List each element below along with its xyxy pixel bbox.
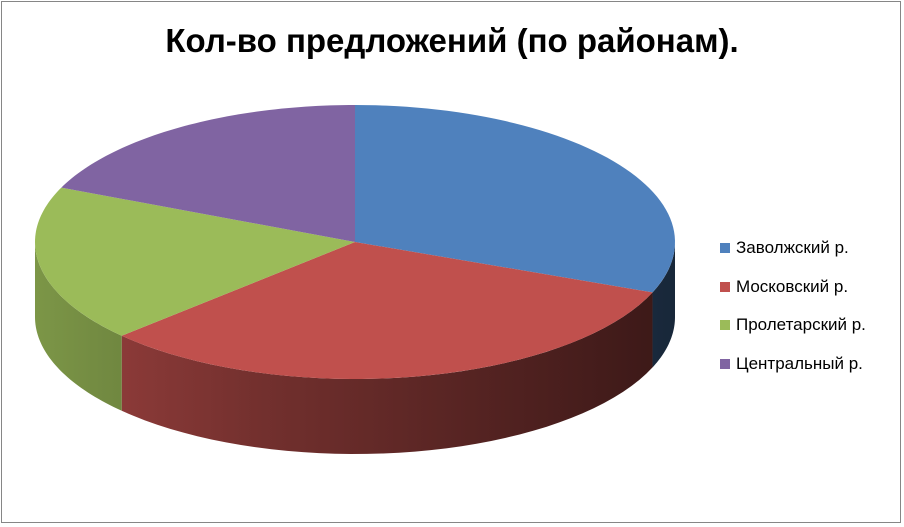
legend-swatch xyxy=(720,243,730,254)
legend-swatch xyxy=(720,358,730,369)
legend-item: Московский р. xyxy=(720,268,866,307)
legend-item: Пролетарский р. xyxy=(720,306,866,345)
slice-side xyxy=(652,242,675,368)
slice-side xyxy=(35,242,122,411)
legend-swatch xyxy=(720,281,730,292)
legend-item: Центральный р. xyxy=(720,345,866,384)
legend: Заволжский р. Московский р. Пролетарский… xyxy=(720,229,866,383)
pie-slice xyxy=(61,105,356,242)
legend-label: Заволжский р. xyxy=(736,238,849,258)
pie-slice xyxy=(35,187,355,336)
legend-swatch xyxy=(720,320,730,331)
slice-side xyxy=(121,292,653,454)
legend-label: Центральный р. xyxy=(736,353,863,373)
legend-item: Заволжский р. xyxy=(720,229,866,268)
pie-slice xyxy=(121,242,653,379)
legend-label: Московский р. xyxy=(736,276,849,296)
legend-label: Пролетарский р. xyxy=(736,315,866,335)
pie-slice xyxy=(355,105,675,293)
chart-title: Кол-во предложений (по районам). xyxy=(165,22,739,59)
